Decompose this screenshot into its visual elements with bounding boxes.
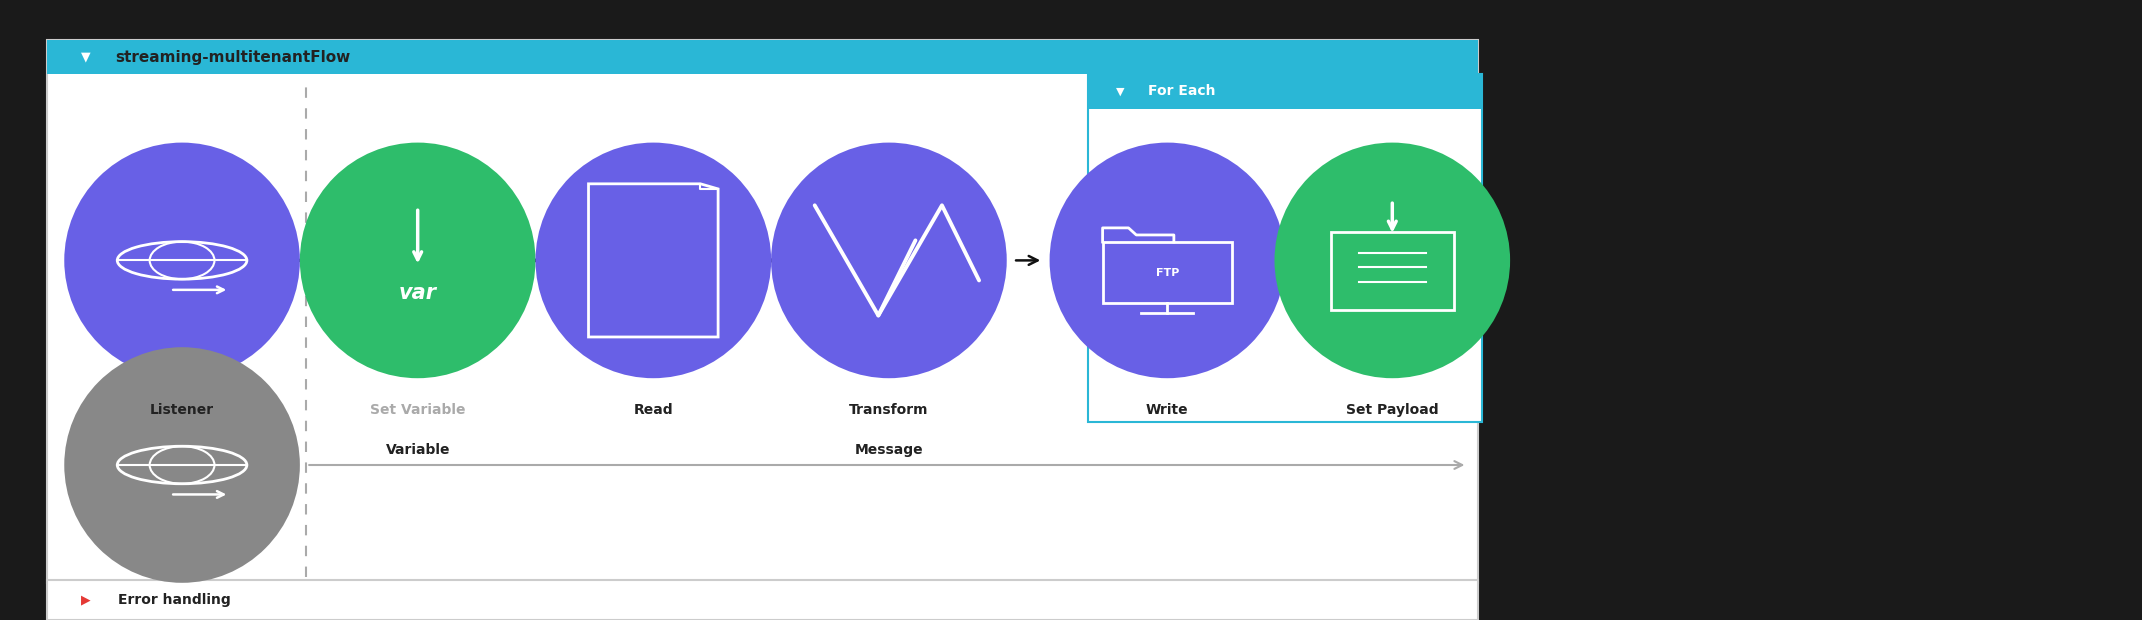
Text: Listener: Listener: [150, 403, 214, 417]
FancyBboxPatch shape: [1088, 74, 1482, 108]
FancyBboxPatch shape: [47, 40, 1478, 583]
FancyBboxPatch shape: [47, 580, 1478, 620]
Text: ▶: ▶: [81, 593, 90, 606]
Text: FTP: FTP: [1157, 268, 1178, 278]
Text: For Each: For Each: [1148, 84, 1217, 99]
Ellipse shape: [300, 143, 536, 378]
Text: var: var: [398, 283, 437, 303]
Text: Set Variable: Set Variable: [371, 403, 465, 417]
Ellipse shape: [64, 347, 300, 583]
FancyBboxPatch shape: [47, 40, 1478, 74]
Text: ▼: ▼: [81, 51, 90, 64]
Text: Set Payload: Set Payload: [1345, 403, 1439, 417]
Text: Variable: Variable: [386, 443, 450, 458]
Text: Read: Read: [634, 403, 673, 417]
Text: streaming-multitenantFlow: streaming-multitenantFlow: [116, 50, 351, 65]
Text: Write: Write: [1146, 403, 1189, 417]
Ellipse shape: [1274, 143, 1510, 378]
Ellipse shape: [1050, 143, 1285, 378]
Text: Transform: Transform: [848, 403, 930, 417]
Ellipse shape: [771, 143, 1007, 378]
Ellipse shape: [536, 143, 771, 378]
Text: Error handling: Error handling: [118, 593, 231, 607]
Ellipse shape: [64, 143, 300, 378]
FancyBboxPatch shape: [1088, 74, 1482, 422]
Text: ▼: ▼: [1116, 86, 1125, 97]
Text: Message: Message: [855, 443, 923, 458]
